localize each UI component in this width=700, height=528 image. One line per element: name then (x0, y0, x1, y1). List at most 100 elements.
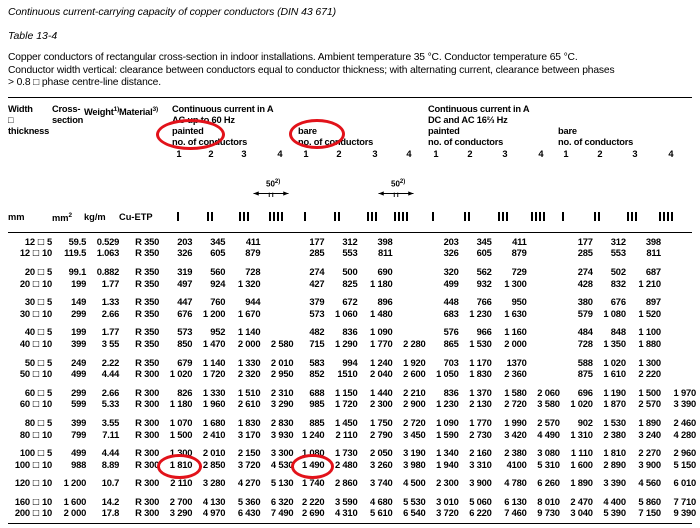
cell-ac-bare-4: 1 920 (403, 356, 426, 368)
table-row-spacer (6, 470, 698, 477)
cell-weight: 10.7 (101, 477, 120, 489)
value-thickness: 5 (47, 235, 53, 247)
cell-dc-painted-1: 836 (443, 386, 459, 398)
cell-ac-bare-1: 688 (309, 386, 325, 398)
cell-dc-painted-1: 203 (443, 235, 459, 247)
dimension-footnote-acbare: 2) (399, 178, 406, 185)
header-ac-bare-count-1: 1 (303, 148, 309, 159)
spacer-cell (6, 319, 698, 326)
value-width: 20 (19, 277, 30, 289)
cell-ac-painted-1: 826 (177, 386, 193, 398)
cell-ac-bare-2: 2 480 (335, 458, 358, 470)
separator-box-glyph: □ (32, 369, 40, 379)
table-header-region: Width □ thickness Cross- section Weight1… (0, 102, 700, 230)
cell-dc-bare-2: 848 (610, 326, 626, 338)
cell-width-thickness: 20 □ 10 (6, 278, 54, 290)
header-dc-painted-count-2: 2 (467, 148, 473, 159)
cell-ac-bare-3: 2 040 (370, 368, 393, 380)
dimension-footnote-ac: 2) (274, 178, 281, 185)
cell-ac-painted-3: 411 (245, 235, 261, 247)
cell-ac-bare-1: 1 490 (301, 458, 325, 470)
header-weight: Weight1) (84, 104, 119, 118)
table-row: 100 □ 10 988 8.89 R 300 1 810 2 850 3 720 4 530… (6, 459, 698, 471)
cell-dc-bare-1: 177 (577, 235, 593, 247)
cell-dc-painted-4: 2 060 (537, 386, 560, 398)
cell-ac-bare-1: 1 080 (301, 447, 325, 459)
cell-dc-painted-1: 1 050 (436, 368, 459, 380)
cell-material: R 300 (135, 428, 160, 440)
header-ac-bare-count-3: 3 (372, 148, 378, 159)
table-row: 100 □ 5 499 4.44 R 300 1 300 2 010 2 150 3 300 1… (6, 447, 698, 459)
cell-weight: 0.529 (96, 235, 120, 247)
cell-dc-painted-3: 950 (511, 296, 527, 308)
cell-ac-bare-4 (395, 296, 428, 308)
cell-dc-painted-1: 320 (443, 265, 459, 277)
cell-dc-painted-4: 5 310 (537, 458, 560, 470)
cell-ac-painted-4: 2 950 (270, 368, 294, 380)
cell-dc-bare-4 (663, 236, 698, 248)
separator-box-glyph: □ (32, 429, 40, 439)
value-width: 40 (19, 337, 30, 349)
cell-ac-bare-1: 573 (309, 307, 325, 319)
cell-ac-painted-1: 3 290 (169, 507, 193, 519)
cell-width-thickness: 40 □ 10 (6, 338, 54, 350)
value-thickness: 10 (42, 368, 53, 380)
cell-dc-painted-2: 1 770 (469, 416, 492, 428)
header-ac-painted-conductors: no. of conductors (172, 136, 248, 147)
cell-weight: 1.33 (101, 296, 120, 308)
header-dc-painted-count-4: 4 (538, 148, 544, 159)
conductor-glyph-ac-bare-1 (304, 211, 306, 221)
separator-box-glyph: □ (32, 508, 40, 518)
cell-ac-painted-3: 4 270 (237, 477, 261, 489)
cell-dc-painted-4: 8 010 (537, 495, 560, 507)
cell-ac-painted-4 (262, 308, 295, 320)
table-row: 20 □ 10 199 1.77 R 350 497 924 1 320 427 825 1 18… (6, 278, 698, 290)
cell-dc-painted-4 (529, 236, 562, 248)
header-dc-painted-count-1: 1 (433, 148, 439, 159)
value-thickness: 10 (42, 277, 53, 289)
spacer-cell (6, 259, 698, 266)
cell-ac-painted-2: 560 (210, 265, 226, 277)
cell-ac-painted-2: 1 680 (202, 416, 226, 428)
spacer-cell (6, 410, 698, 417)
cell-width-thickness: 20 □ 5 (6, 266, 54, 278)
cell-ac-bare-1: 852 (309, 368, 325, 380)
separator-box-glyph: □ (32, 459, 40, 469)
cell-ac-bare-2: 312 (342, 235, 358, 247)
cell-ac-painted-4: 2 830 (270, 416, 294, 428)
cell-dc-painted-2: 6 220 (469, 507, 492, 519)
cell-dc-painted-3: 2 000 (504, 337, 527, 349)
cell-dc-bare-3: 897 (645, 296, 661, 308)
value-width: 100 (14, 458, 30, 470)
header-material: Material3) (119, 104, 158, 118)
value-width: 12 (19, 247, 30, 259)
conductor-glyph-dc-painted-2 (464, 211, 470, 221)
cell-weight: 4.44 (101, 447, 120, 459)
value-thickness: 5 (47, 356, 53, 368)
cell-dc-bare-2: 1 610 (603, 368, 626, 380)
cell-dc-painted-3: 2 380 (504, 447, 527, 459)
cell-ac-painted-3: 944 (245, 296, 261, 308)
cell-ac-bare-2: 825 (342, 277, 358, 289)
conductor-glyph-dc-painted-4 (531, 211, 545, 221)
cell-ac-bare-3: 5 610 (370, 507, 393, 519)
header-cross-section-line2: section (52, 114, 84, 125)
conductor-glyph-dc-painted-1 (432, 211, 434, 221)
cell-dc-bare-1: 875 (577, 368, 593, 380)
cell-material: R 300 (135, 507, 160, 519)
cell-dc-bare-3: 811 (646, 247, 661, 259)
cell-dc-bare-2: 2 380 (603, 428, 626, 440)
cell-dc-bare-3: 1 210 (638, 277, 661, 289)
cell-ac-bare-2: 1 450 (335, 416, 358, 428)
cell-ac-painted-1: 1 810 (169, 458, 193, 470)
cell-dc-painted-3: 1 630 (504, 307, 527, 319)
cell-ac-bare-2: 1 730 (335, 447, 358, 459)
cell-weight: 2.22 (101, 356, 120, 368)
dimension-label-ac: 502) (266, 179, 280, 189)
conductor-glyph-ac-painted-1 (177, 211, 179, 221)
cell-dc-painted-1: 703 (443, 356, 459, 368)
table-row-spacer (6, 350, 698, 357)
cell-ac-bare-3: 1 090 (370, 326, 393, 338)
unit-material: Cu-ETP (119, 211, 153, 222)
